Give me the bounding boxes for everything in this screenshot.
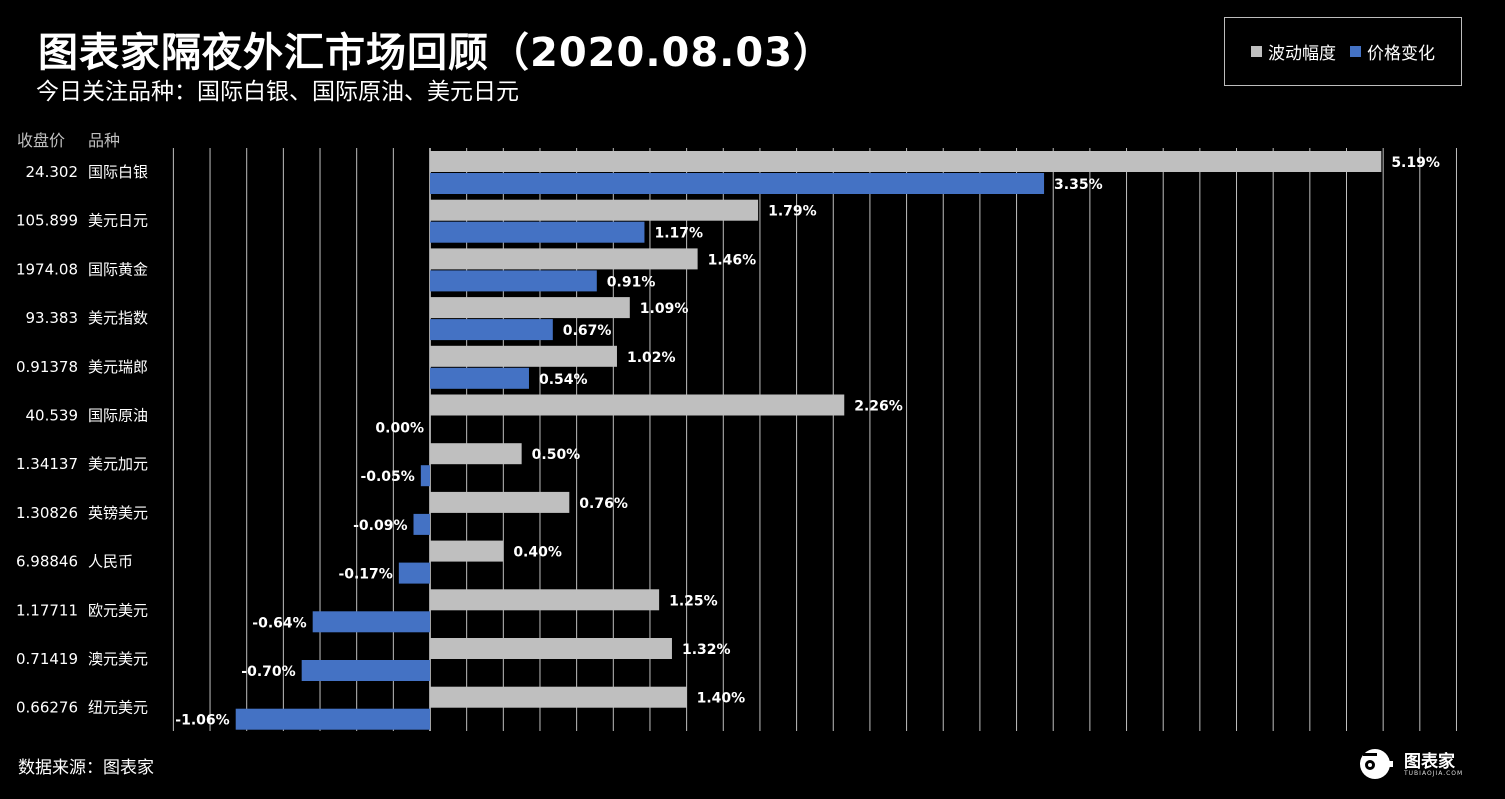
category-label: 国际白银 — [88, 163, 148, 181]
bar-volatility — [430, 297, 630, 319]
bar-change — [430, 367, 529, 389]
close-price-label: 105.899 — [16, 212, 78, 230]
bar-change — [420, 465, 430, 487]
legend-label-change: 价格变化 — [1367, 44, 1435, 64]
brand-url: TUBIAOJIA.COM — [1404, 770, 1464, 777]
data-label-change: -0.17% — [338, 567, 392, 583]
data-label-volatility: 1.32% — [682, 642, 731, 658]
brand-logo: 图表家 TUBIAOJIA.COM — [1355, 747, 1467, 783]
data-label-volatility: 1.09% — [640, 301, 689, 317]
data-label-change: -0.64% — [252, 615, 306, 631]
data-label-change: 0.00% — [375, 421, 424, 437]
category-label: 美元加元 — [88, 455, 148, 473]
brand-head-icon — [1360, 749, 1393, 779]
data-source: 数据来源：图表家 — [18, 758, 154, 778]
bar-change — [413, 513, 430, 535]
data-label-change: -1.06% — [175, 713, 229, 729]
category-label: 美元日元 — [88, 212, 148, 230]
category-label: 国际原油 — [88, 407, 148, 425]
bar-volatility — [430, 199, 759, 221]
close-price-label: 1974.08 — [16, 260, 78, 278]
data-label-change: 0.67% — [563, 323, 612, 339]
bar-volatility — [430, 394, 845, 416]
bar-volatility — [430, 638, 672, 659]
data-label-change: -0.05% — [360, 469, 414, 485]
data-label-volatility: 1.46% — [708, 252, 757, 268]
bar-change — [301, 660, 430, 681]
data-label-change: -0.70% — [241, 664, 295, 680]
category-label: 美元指数 — [88, 309, 148, 327]
data-label-volatility: 1.79% — [768, 204, 817, 220]
legend-swatch-change — [1350, 46, 1361, 57]
header-variety: 品种 — [88, 131, 121, 150]
category-label: 澳元美元 — [88, 650, 148, 668]
close-price-label: 93.383 — [26, 309, 79, 327]
data-label-change: 0.54% — [539, 372, 588, 388]
bar-change — [398, 562, 430, 584]
legend-label-volatility: 波动幅度 — [1268, 44, 1336, 64]
legend: 波动幅度 价格变化 — [1224, 17, 1462, 86]
bar-volatility — [430, 151, 1382, 172]
bar-change — [430, 173, 1045, 194]
bar-change — [430, 319, 553, 341]
data-label-change: 1.17% — [654, 226, 703, 242]
bar-volatility — [430, 686, 687, 708]
data-label-volatility: 0.76% — [579, 496, 628, 512]
data-label-change: -0.09% — [353, 518, 407, 534]
data-label-volatility: 2.26% — [854, 399, 903, 415]
close-price-label: 1.30826 — [16, 504, 78, 522]
data-label-volatility: 0.50% — [532, 447, 581, 463]
bar-volatility — [430, 491, 570, 513]
legend-swatch-volatility — [1251, 46, 1262, 57]
chart-subtitle: 今日关注品种：国际白银、国际原油、美元日元 — [36, 79, 519, 105]
bar-volatility — [430, 443, 522, 465]
category-label: 人民币 — [88, 553, 133, 571]
close-price-label: 1.17711 — [16, 601, 78, 619]
chart-title: 图表家隔夜外汇市场回顾（2020.08.03） — [38, 30, 835, 76]
close-price-label: 24.302 — [26, 163, 79, 181]
category-label: 英镑美元 — [88, 504, 148, 522]
legend-item-change: 价格变化 — [1350, 39, 1435, 64]
bar-change — [235, 708, 430, 730]
brand-name: 图表家 — [1404, 752, 1455, 772]
bar-volatility — [430, 589, 660, 611]
category-label: 欧元美元 — [88, 601, 148, 619]
category-label: 纽元美元 — [88, 699, 148, 717]
data-label-volatility: 1.25% — [669, 593, 718, 609]
data-label-change: 3.35% — [1054, 177, 1103, 193]
category-label: 美元瑞郎 — [88, 358, 148, 376]
bar-volatility — [430, 248, 698, 270]
close-price-label: 6.98846 — [16, 553, 78, 571]
bar-change — [312, 611, 430, 633]
data-label-volatility: 5.19% — [1391, 155, 1440, 171]
close-price-label: 0.66276 — [16, 699, 78, 717]
close-price-label: 0.91378 — [16, 358, 78, 376]
close-price-label: 0.71419 — [16, 650, 78, 668]
close-price-label: 1.34137 — [16, 455, 78, 473]
bar-change — [430, 270, 597, 292]
header-close-price: 收盘价 — [17, 131, 66, 150]
category-label: 国际黄金 — [88, 260, 148, 278]
data-label-change: 0.91% — [607, 274, 656, 290]
data-label-volatility: 1.02% — [627, 350, 676, 366]
bar-change — [430, 221, 645, 243]
close-price-label: 40.539 — [26, 407, 79, 425]
bar-volatility — [430, 345, 617, 367]
data-label-volatility: 0.40% — [513, 545, 562, 561]
bar-volatility — [430, 540, 504, 562]
data-label-volatility: 1.40% — [697, 691, 746, 707]
legend-item-volatility: 波动幅度 — [1251, 39, 1336, 64]
